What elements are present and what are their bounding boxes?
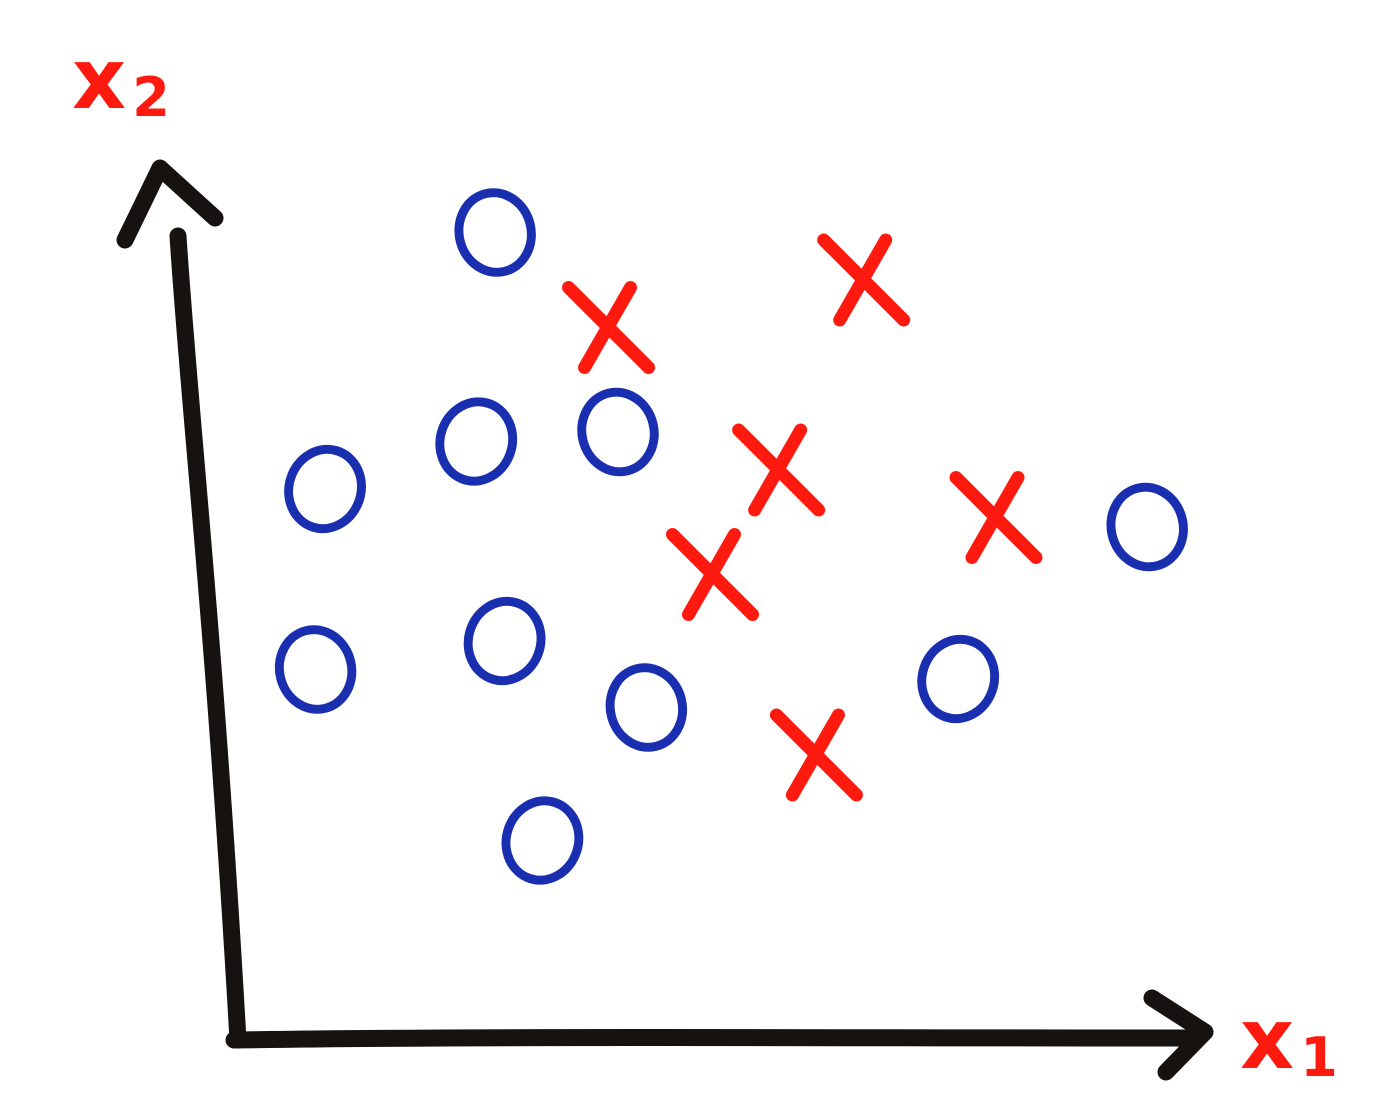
circle-point [917,634,1000,724]
circle-point [454,188,536,277]
x-axis-line [225,1029,1194,1049]
cross-point [666,528,759,621]
circle-point [274,625,357,714]
cross-point [769,708,863,802]
x-axis-arrowhead [1143,989,1214,1081]
data-points [274,188,1188,885]
cross-point [562,281,656,374]
circle-point [463,596,546,686]
circle-point [284,444,366,534]
y-axis-line [169,227,247,1049]
circle-point [1106,482,1188,572]
y-axis-arrowhead [116,159,224,249]
cross-point [817,233,911,327]
cross-point [732,423,826,517]
circle-point [577,387,659,477]
circle-point [435,397,518,486]
circle-point [501,796,584,885]
cross-point [949,471,1043,564]
circle-point [605,663,688,752]
